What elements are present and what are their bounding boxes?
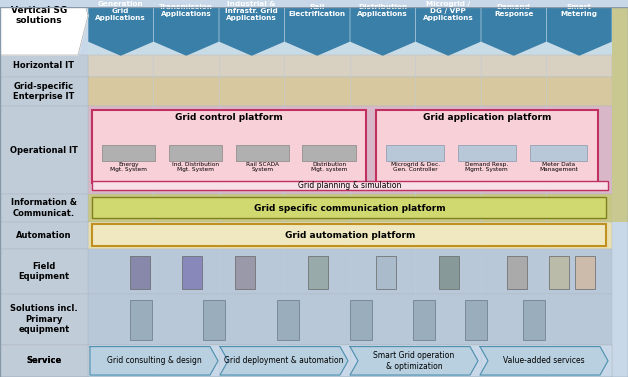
FancyBboxPatch shape bbox=[413, 300, 435, 340]
FancyBboxPatch shape bbox=[277, 300, 299, 340]
Text: Operational IT: Operational IT bbox=[10, 146, 78, 155]
FancyBboxPatch shape bbox=[92, 224, 606, 247]
Text: Rail
Electrification: Rail Electrification bbox=[289, 5, 346, 17]
FancyBboxPatch shape bbox=[575, 256, 595, 289]
Text: Demand Resp.
Mgmt. System: Demand Resp. Mgmt. System bbox=[465, 161, 509, 172]
FancyBboxPatch shape bbox=[88, 195, 612, 222]
Polygon shape bbox=[220, 0, 283, 55]
Text: Generation
Grid
Applications: Generation Grid Applications bbox=[95, 1, 146, 21]
Text: Grid automation platform: Grid automation platform bbox=[285, 231, 415, 240]
FancyBboxPatch shape bbox=[130, 300, 152, 340]
Polygon shape bbox=[220, 346, 348, 375]
Text: Ind. Distribution
Mgt. System: Ind. Distribution Mgt. System bbox=[172, 161, 219, 172]
FancyBboxPatch shape bbox=[102, 145, 155, 161]
Text: Microgrid & Dec.
Gen. Controller: Microgrid & Dec. Gen. Controller bbox=[391, 161, 440, 172]
Text: Grid deployment & automation: Grid deployment & automation bbox=[224, 356, 344, 365]
Polygon shape bbox=[154, 0, 218, 55]
Text: Demand
Response: Demand Response bbox=[494, 5, 533, 17]
FancyBboxPatch shape bbox=[88, 55, 612, 77]
FancyBboxPatch shape bbox=[88, 294, 612, 345]
Text: Grid-specific
Enterprise IT: Grid-specific Enterprise IT bbox=[13, 82, 75, 101]
FancyBboxPatch shape bbox=[169, 145, 222, 161]
FancyBboxPatch shape bbox=[0, 55, 88, 77]
Text: Grid control platform: Grid control platform bbox=[175, 113, 283, 123]
Text: Grid specific communication platform: Grid specific communication platform bbox=[254, 204, 446, 213]
FancyBboxPatch shape bbox=[235, 256, 255, 289]
FancyBboxPatch shape bbox=[130, 256, 150, 289]
FancyBboxPatch shape bbox=[92, 181, 608, 190]
FancyBboxPatch shape bbox=[92, 197, 606, 218]
FancyBboxPatch shape bbox=[88, 0, 612, 55]
Polygon shape bbox=[350, 346, 478, 375]
Text: Transmission
Applications: Transmission Applications bbox=[160, 5, 214, 17]
FancyBboxPatch shape bbox=[203, 300, 225, 340]
FancyBboxPatch shape bbox=[612, 0, 628, 222]
Polygon shape bbox=[90, 346, 218, 375]
FancyBboxPatch shape bbox=[458, 145, 516, 161]
Text: Smart Grid operation
& optimization: Smart Grid operation & optimization bbox=[374, 351, 455, 371]
Text: Distribution
Mgt. system: Distribution Mgt. system bbox=[311, 161, 347, 172]
FancyBboxPatch shape bbox=[92, 110, 365, 182]
Polygon shape bbox=[480, 346, 608, 375]
Text: Distribution
Applications: Distribution Applications bbox=[357, 5, 408, 17]
FancyBboxPatch shape bbox=[0, 106, 88, 195]
Text: Service: Service bbox=[26, 356, 62, 365]
FancyBboxPatch shape bbox=[0, 77, 88, 106]
Text: Microgrid /
DG / VPP
Applications: Microgrid / DG / VPP Applications bbox=[423, 1, 474, 21]
FancyBboxPatch shape bbox=[376, 110, 597, 182]
FancyBboxPatch shape bbox=[0, 345, 88, 377]
Text: Grid planning & simulation: Grid planning & simulation bbox=[298, 181, 402, 190]
FancyBboxPatch shape bbox=[0, 345, 88, 377]
Polygon shape bbox=[89, 0, 153, 55]
Text: Vertical SG
solutions: Vertical SG solutions bbox=[11, 6, 67, 26]
FancyBboxPatch shape bbox=[88, 345, 612, 377]
FancyBboxPatch shape bbox=[465, 300, 487, 340]
Polygon shape bbox=[286, 0, 349, 55]
FancyBboxPatch shape bbox=[308, 256, 328, 289]
FancyBboxPatch shape bbox=[88, 222, 612, 250]
FancyBboxPatch shape bbox=[376, 256, 396, 289]
FancyBboxPatch shape bbox=[439, 256, 459, 289]
Text: Horizontal IT: Horizontal IT bbox=[13, 61, 75, 70]
FancyBboxPatch shape bbox=[523, 300, 545, 340]
Polygon shape bbox=[482, 0, 546, 55]
Text: Industrial &
Infrastr. Grid
Applications: Industrial & Infrastr. Grid Applications bbox=[225, 1, 278, 21]
FancyBboxPatch shape bbox=[350, 300, 372, 340]
FancyBboxPatch shape bbox=[88, 77, 612, 106]
Text: Value-added services: Value-added services bbox=[503, 356, 585, 365]
FancyBboxPatch shape bbox=[88, 7, 612, 377]
Text: Service: Service bbox=[26, 356, 62, 365]
Polygon shape bbox=[548, 0, 611, 55]
FancyBboxPatch shape bbox=[88, 250, 612, 294]
Text: Automation: Automation bbox=[16, 231, 72, 240]
Polygon shape bbox=[416, 0, 480, 55]
Text: Rail SCADA
System: Rail SCADA System bbox=[246, 161, 279, 172]
Text: Meter Data
Management: Meter Data Management bbox=[539, 161, 578, 172]
Text: Solutions incl.
Primary
equipment: Solutions incl. Primary equipment bbox=[10, 304, 78, 334]
FancyBboxPatch shape bbox=[0, 195, 88, 222]
Text: Information &
Communicat.: Information & Communicat. bbox=[11, 198, 77, 218]
FancyBboxPatch shape bbox=[0, 250, 88, 294]
Text: Grid application platform: Grid application platform bbox=[423, 113, 551, 123]
Text: Energy
Mgt. System: Energy Mgt. System bbox=[110, 161, 147, 172]
Polygon shape bbox=[351, 0, 414, 55]
FancyBboxPatch shape bbox=[0, 294, 88, 345]
Text: Grid consulting & design: Grid consulting & design bbox=[107, 356, 202, 365]
FancyBboxPatch shape bbox=[0, 222, 88, 250]
FancyBboxPatch shape bbox=[88, 345, 612, 377]
FancyBboxPatch shape bbox=[549, 256, 569, 289]
FancyBboxPatch shape bbox=[303, 145, 356, 161]
FancyBboxPatch shape bbox=[386, 145, 444, 161]
Text: Smart
Metering: Smart Metering bbox=[561, 5, 598, 17]
FancyBboxPatch shape bbox=[530, 145, 587, 161]
Text: Field
Equipment: Field Equipment bbox=[18, 262, 70, 281]
FancyBboxPatch shape bbox=[507, 256, 527, 289]
FancyBboxPatch shape bbox=[236, 145, 289, 161]
FancyBboxPatch shape bbox=[88, 106, 612, 195]
FancyBboxPatch shape bbox=[182, 256, 202, 289]
Polygon shape bbox=[0, 0, 88, 55]
